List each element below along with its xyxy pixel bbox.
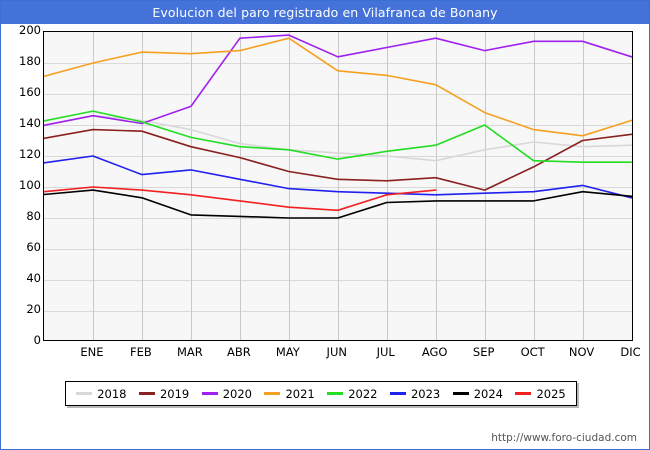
x-axis-tick-label: OCT xyxy=(520,345,545,359)
source-url: http://www.foro-ciudad.com xyxy=(491,432,637,444)
legend-label: 2018 xyxy=(97,386,127,401)
series-line-2025 xyxy=(44,186,437,212)
vertical-gridline xyxy=(191,32,192,340)
y-axis: 200 180 160 140 120 100 80 60 40 20 0 xyxy=(1,24,41,346)
legend-item-2021[interactable]: 2021 xyxy=(264,386,315,401)
x-axis-tick-label: DIC xyxy=(620,345,641,359)
x-axis-tick-label: ENE xyxy=(80,345,104,359)
plot-area xyxy=(43,31,633,341)
legend-swatch-icon xyxy=(389,392,406,395)
y-axis-tick-label: 20 xyxy=(26,302,41,316)
y-axis-tick-label: 200 xyxy=(19,23,41,37)
legend-item-2024[interactable]: 2024 xyxy=(452,386,504,401)
x-axis-tick-label: SEP xyxy=(472,345,495,359)
vertical-gridline xyxy=(534,32,535,340)
legend-label: 2025 xyxy=(536,386,566,401)
vertical-gridline xyxy=(387,32,388,340)
series-line-2023 xyxy=(44,155,632,199)
vertical-gridline xyxy=(142,32,143,340)
vertical-gridline xyxy=(485,32,486,340)
x-axis: ENE FEB MAR ABR MAY JUN JUL AGO SEP OCT NOV DIC xyxy=(43,345,640,363)
y-axis-tick-label: 80 xyxy=(26,209,41,223)
vertical-gridline xyxy=(436,32,437,340)
legend-item-2023[interactable]: 2023 xyxy=(389,386,441,401)
x-axis-tick-label: FEB xyxy=(130,345,152,359)
vertical-gridline xyxy=(240,32,241,340)
series-line-2024 xyxy=(44,189,632,219)
legend-item-2025[interactable]: 2025 xyxy=(515,386,566,401)
legend-swatch-icon xyxy=(452,392,469,395)
legend-swatch-icon xyxy=(515,392,532,395)
x-axis-tick-label: MAY xyxy=(275,345,300,359)
y-axis-tick-label: 140 xyxy=(19,116,41,130)
legend-item-2020[interactable]: 2020 xyxy=(201,386,253,401)
legend: 2018 2019 2020 2021 2022 2023 2024 2025 xyxy=(65,381,577,406)
y-axis-tick-label: 100 xyxy=(19,178,41,192)
series-line-2022 xyxy=(44,110,632,163)
legend-label: 2024 xyxy=(473,386,504,401)
legend-swatch-icon xyxy=(76,392,93,395)
vertical-gridline xyxy=(93,32,94,340)
legend-item-2019[interactable]: 2019 xyxy=(138,386,190,401)
series-line-2020 xyxy=(44,34,632,127)
series-line-2021 xyxy=(44,37,632,137)
legend-label: 2022 xyxy=(348,386,378,401)
legend-swatch-icon xyxy=(327,392,344,395)
chart-canvas: 200 180 160 140 120 100 80 60 40 20 0 ENE FEB MAR ABR… xyxy=(1,24,649,449)
y-axis-tick-label: 120 xyxy=(19,147,41,161)
x-axis-tick-label: AGO xyxy=(421,345,448,359)
y-axis-tick-label: 180 xyxy=(19,54,41,68)
y-axis-tick-label: 60 xyxy=(26,240,41,254)
series-line-2019 xyxy=(44,128,632,191)
y-axis-tick-label: 160 xyxy=(19,85,41,99)
series-lines xyxy=(44,34,632,219)
x-axis-tick-label: JUL xyxy=(376,345,395,359)
vertical-gridline xyxy=(632,32,633,340)
vertical-gridline xyxy=(338,32,339,340)
x-axis-tick-label: JUN xyxy=(326,345,347,359)
legend-swatch-icon xyxy=(201,392,218,395)
series-line-2018 xyxy=(44,114,632,162)
legend-swatch-icon xyxy=(264,392,281,395)
legend-swatch-icon xyxy=(138,392,155,395)
legend-label: 2019 xyxy=(159,386,190,401)
legend-label: 2023 xyxy=(410,386,441,401)
legend-label: 2020 xyxy=(222,386,253,401)
x-axis-tick-label: NOV xyxy=(568,345,595,359)
legend-label: 2021 xyxy=(285,386,315,401)
y-axis-tick-label: 40 xyxy=(26,271,41,285)
legend-item-2022[interactable]: 2022 xyxy=(327,386,378,401)
title-bar: Evolucion del paro registrado en Vilafra… xyxy=(1,1,649,24)
x-axis-tick-label: MAR xyxy=(176,345,203,359)
y-axis-tick-label: 0 xyxy=(33,333,41,347)
page-title: Evolucion del paro registrado en Vilafra… xyxy=(152,5,498,20)
vertical-gridline xyxy=(289,32,290,340)
x-axis-tick-label: ABR xyxy=(226,345,251,359)
legend-item-2018[interactable]: 2018 xyxy=(76,386,127,401)
